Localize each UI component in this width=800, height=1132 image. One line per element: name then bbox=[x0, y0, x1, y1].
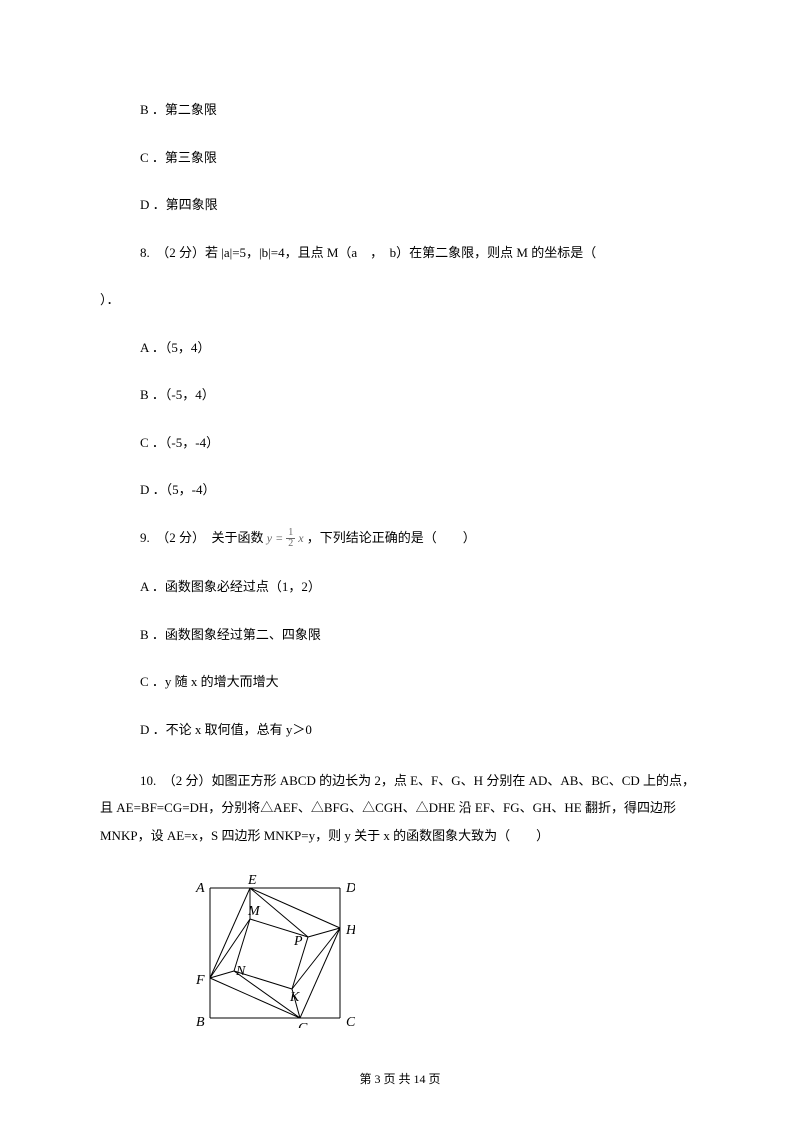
page-footer: 第 3 页 共 14 页 bbox=[0, 1070, 800, 1087]
svg-text:K: K bbox=[289, 990, 300, 1005]
q8-option-b: B ．（-5，4） bbox=[100, 385, 700, 405]
q8-option-a: A ．（5，4） bbox=[100, 338, 700, 358]
q9-frac-den: 2 bbox=[286, 539, 295, 549]
q9-stem: 9. （2 分） 关于函数 y = 12 x ，下列结论正确的是（ ） bbox=[100, 528, 700, 550]
svg-text:A: A bbox=[195, 881, 205, 896]
q10-diagram-container: A D B C E H G F M P K N bbox=[180, 873, 700, 1034]
q10-diagram: A D B C E H G F M P K N bbox=[180, 873, 355, 1028]
q9-stem-pre: 9. （2 分） 关于函数 bbox=[140, 530, 267, 545]
svg-text:F: F bbox=[195, 973, 205, 988]
svg-text:D: D bbox=[345, 881, 355, 896]
q8-stem: 8. （2 分）若 |a|=5，|b|=4，且点 M（a ， b）在第二象限，则… bbox=[100, 243, 700, 263]
svg-text:C: C bbox=[346, 1015, 355, 1028]
q9-math-y: y = bbox=[267, 531, 286, 545]
svg-text:H: H bbox=[345, 923, 355, 938]
q7-option-d: D ．第四象限 bbox=[100, 195, 700, 215]
q8-option-c: C ．（-5，-4） bbox=[100, 433, 700, 453]
q7-option-b: B ．第二象限 bbox=[100, 100, 700, 120]
q7-option-c: C ．第三象限 bbox=[100, 148, 700, 168]
svg-text:B: B bbox=[196, 1015, 205, 1028]
svg-text:E: E bbox=[247, 873, 257, 888]
q9-option-b: B ．函数图象经过第二、四象限 bbox=[100, 625, 700, 645]
q10-text: 10. （2 分）如图正方形 ABCD 的边长为 2，点 E、F、G、H 分别在… bbox=[100, 767, 700, 849]
q9-option-d: D ．不论 x 取何值，总有 y＞0 bbox=[100, 720, 700, 740]
q8-option-d: D ．（5，-4） bbox=[100, 480, 700, 500]
q9-stem-post: ，下列结论正确的是（ ） bbox=[304, 530, 476, 545]
q9-option-a: A ．函数图象必经过点（1，2） bbox=[100, 577, 700, 597]
q9-math-x: x bbox=[295, 531, 303, 545]
svg-text:G: G bbox=[298, 1021, 308, 1028]
svg-text:P: P bbox=[293, 934, 303, 949]
q8-stem-end: ）． bbox=[100, 290, 700, 310]
q9-fraction: 12 bbox=[286, 528, 295, 549]
svg-text:N: N bbox=[235, 964, 246, 979]
q9-option-c: C ．y 随 x 的增大而增大 bbox=[100, 672, 700, 692]
svg-text:M: M bbox=[247, 904, 261, 919]
